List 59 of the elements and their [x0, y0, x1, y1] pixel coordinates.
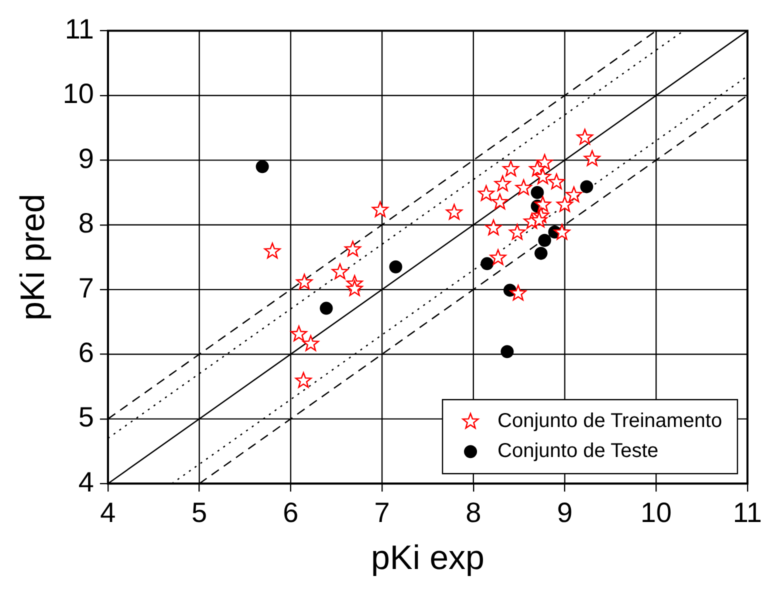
- point: [536, 154, 553, 170]
- point: [290, 326, 308, 342]
- y-tick-label: 6: [78, 336, 94, 368]
- point: [530, 212, 548, 228]
- y-tick-label: 11: [64, 14, 94, 45]
- point: [389, 260, 402, 274]
- point: [548, 174, 565, 190]
- legend-label: Conjunto de Teste: [498, 440, 658, 462]
- point: [554, 224, 570, 240]
- point: [320, 302, 333, 315]
- x-tick-label: 4: [100, 497, 116, 528]
- x-tick-label: 6: [282, 497, 298, 528]
- point: [446, 204, 462, 220]
- y-axis-title: pKi pred: [14, 194, 52, 321]
- y-tick-label: 10: [62, 78, 94, 110]
- point: [296, 274, 313, 290]
- point: [346, 280, 363, 296]
- point: [500, 345, 514, 358]
- point: [485, 219, 502, 236]
- point: [332, 263, 348, 280]
- y-tick-label: 4: [78, 466, 94, 498]
- point: [344, 240, 362, 257]
- y-tick-label: 9: [78, 142, 94, 174]
- point: [372, 201, 388, 218]
- point: [494, 175, 511, 192]
- point: [478, 185, 494, 201]
- point: [530, 186, 544, 200]
- point: [576, 128, 594, 145]
- x-tick-label: 5: [192, 497, 208, 528]
- point: [502, 160, 520, 176]
- point: [584, 150, 600, 166]
- point: [295, 372, 312, 388]
- point: [556, 196, 574, 212]
- x-tick-label: 11: [732, 497, 762, 528]
- point: [490, 249, 506, 265]
- point: [480, 257, 494, 270]
- point: [534, 196, 552, 212]
- x-tick-label: 10: [640, 497, 672, 528]
- x-tick-label: 9: [556, 497, 573, 528]
- point: [580, 180, 594, 194]
- y-tick-label: 7: [78, 272, 94, 304]
- legend-label: Conjunto de Treinamento: [498, 410, 722, 432]
- point: [534, 168, 552, 184]
- y-tick-label: 8: [78, 208, 94, 239]
- point: [264, 242, 281, 258]
- point: [566, 186, 582, 202]
- point: [534, 246, 548, 260]
- point: [256, 160, 269, 174]
- point: [508, 224, 526, 240]
- point: [529, 160, 546, 176]
- y-tick-label: 5: [78, 402, 94, 433]
- point: [515, 179, 532, 196]
- point: [492, 194, 508, 210]
- x-axis-title: pKi exp: [371, 538, 484, 577]
- point: [302, 335, 320, 351]
- point: [510, 284, 526, 301]
- x-tick-label: 7: [374, 497, 390, 528]
- point: [538, 234, 552, 247]
- x-tick-label: 8: [466, 497, 482, 528]
